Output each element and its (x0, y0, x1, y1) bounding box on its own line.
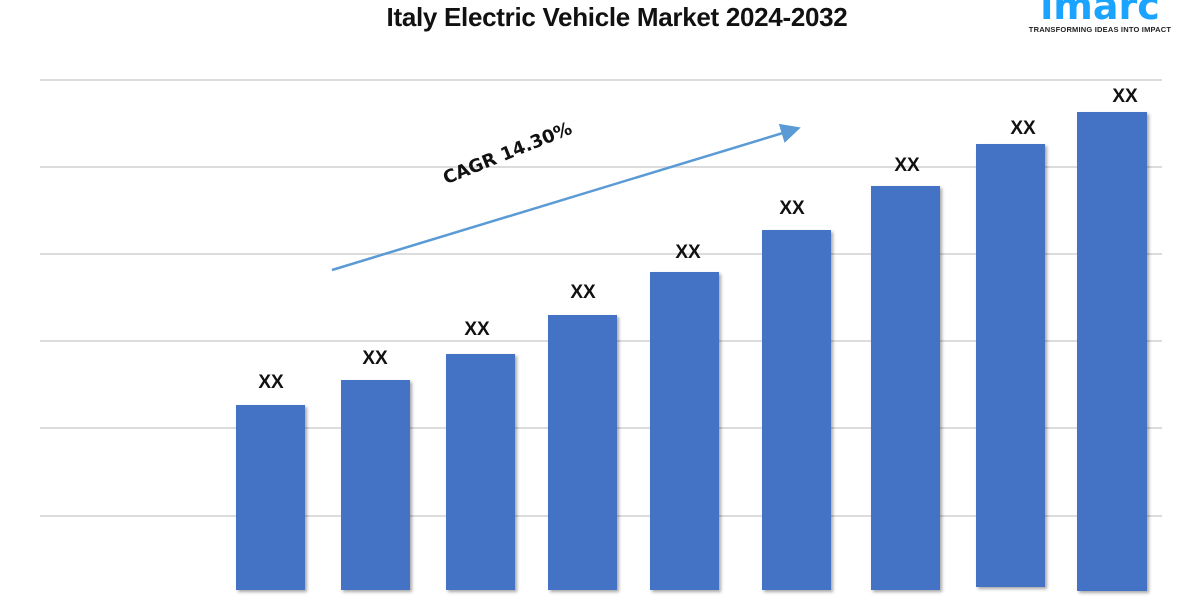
bar-2031 (976, 144, 1045, 587)
imarc-logo: imarc TRANSFORMING IDEAS INTO IMPACT (1020, 0, 1180, 34)
bar-label-2024: XX (258, 372, 284, 393)
bar-2032 (1077, 112, 1147, 591)
bar-2027 (548, 315, 617, 590)
bar-2030 (871, 186, 940, 590)
bar-2029 (762, 230, 831, 590)
gridline (40, 166, 1162, 168)
gridline (40, 79, 1162, 81)
bar-label-2032: XX (1112, 86, 1138, 107)
logo-tagline: TRANSFORMING IDEAS INTO IMPACT (1028, 25, 1172, 34)
bar-label-2031: XX (1010, 118, 1036, 139)
logo-wordmark: imarc (1040, 0, 1160, 28)
bar-label-2029: XX (779, 198, 805, 219)
bar-2028 (650, 272, 719, 590)
bar-label-2025: XX (362, 348, 388, 369)
bar-2026 (446, 354, 515, 590)
bar-label-2028: XX (675, 242, 701, 263)
bar-label-2026: XX (464, 319, 490, 340)
bar-label-2027: XX (570, 282, 596, 303)
bar-label-2030: XX (894, 155, 920, 176)
chart-title: Italy Electric Vehicle Market 2024-2032 (386, 2, 848, 32)
bar-2024 (236, 405, 305, 590)
bar-2025 (341, 380, 410, 590)
gridline (40, 253, 1162, 255)
